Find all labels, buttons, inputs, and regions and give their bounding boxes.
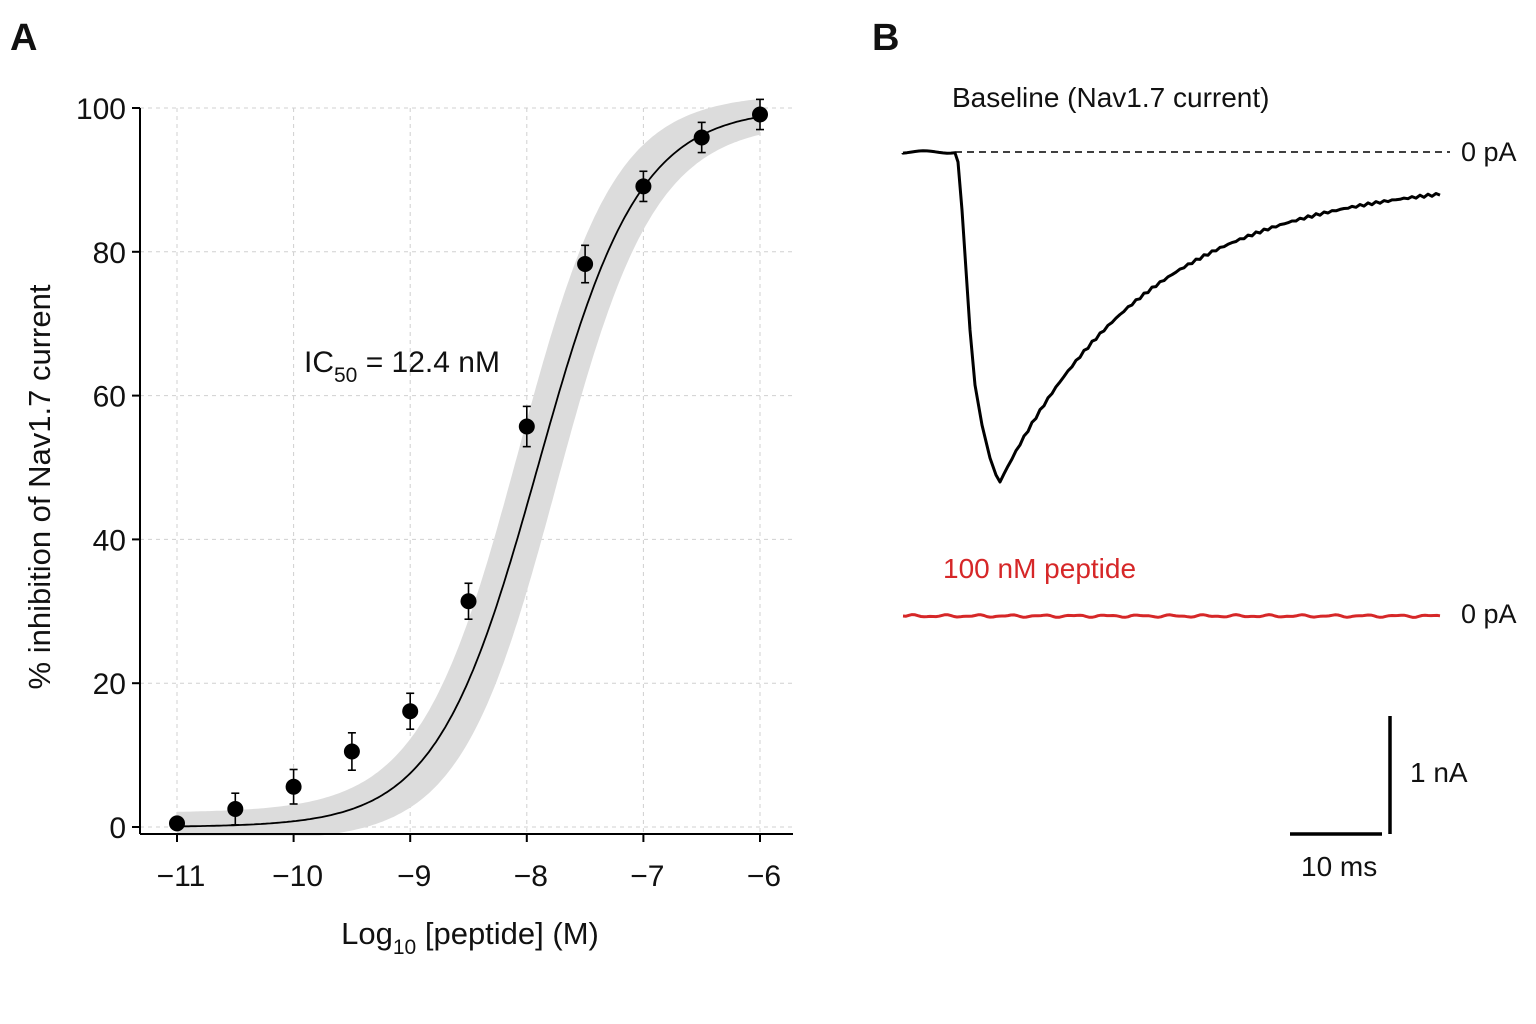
x-tick-label: −6 xyxy=(747,860,781,893)
baseline-trace xyxy=(901,149,1441,484)
y-tick-label: 80 xyxy=(93,237,126,270)
data-point xyxy=(169,815,185,832)
peptide-trace xyxy=(902,613,1441,619)
confidence-band xyxy=(177,98,760,836)
x-ticks: −11 −10 −9 −8 −7 −6 xyxy=(157,834,781,893)
current-traces-panel: Baseline (Nav1.7 current) 0 pA 100 nM pe… xyxy=(901,82,1517,882)
data-point xyxy=(227,801,244,818)
x-tick-label: −11 xyxy=(157,860,206,893)
x-tick-label: −8 xyxy=(514,860,548,893)
data-point xyxy=(402,703,419,720)
data-point xyxy=(752,106,768,123)
baseline-zero-label: 0 pA xyxy=(1461,137,1517,167)
x-tick-label: −7 xyxy=(630,860,664,893)
y-tick-label: 100 xyxy=(76,93,126,126)
y-tick-label: 0 xyxy=(109,812,126,845)
data-point xyxy=(635,178,652,195)
y-axis-title: % inhibition of Nav1.7 current xyxy=(22,284,57,689)
panel-b-label: B xyxy=(872,17,899,59)
data-point xyxy=(460,593,477,610)
baseline-trace-label: Baseline (Nav1.7 current) xyxy=(952,82,1269,113)
y-tick-label: 60 xyxy=(93,381,126,414)
y-ticks: 0 20 40 60 80 100 xyxy=(76,93,140,845)
data-point xyxy=(577,256,594,273)
x-axis-title: Log10 [peptide] (M) xyxy=(341,916,599,959)
panel-a-label: A xyxy=(10,17,37,59)
ic50-annotation: IC50 = 12.4 nM xyxy=(304,346,500,387)
data-point xyxy=(518,418,535,435)
x-tick-label: −9 xyxy=(397,860,431,893)
data-point xyxy=(343,743,360,760)
y-tick-label: 20 xyxy=(93,668,126,701)
dose-response-chart: −11 −10 −9 −8 −7 −6 0 20 40 60 80 100 IC50 = 12.4 … xyxy=(22,93,793,959)
time-scale-label: 10 ms xyxy=(1301,851,1377,882)
x-tick-label: −10 xyxy=(272,860,323,893)
data-point xyxy=(693,129,710,146)
current-scale-label: 1 nA xyxy=(1410,757,1468,788)
peptide-trace-label: 100 nM peptide xyxy=(943,553,1136,584)
y-tick-label: 40 xyxy=(93,524,126,557)
data-points xyxy=(169,106,768,832)
data-point xyxy=(285,778,302,795)
fit-curve xyxy=(177,115,761,828)
peptide-zero-label: 0 pA xyxy=(1461,599,1517,629)
